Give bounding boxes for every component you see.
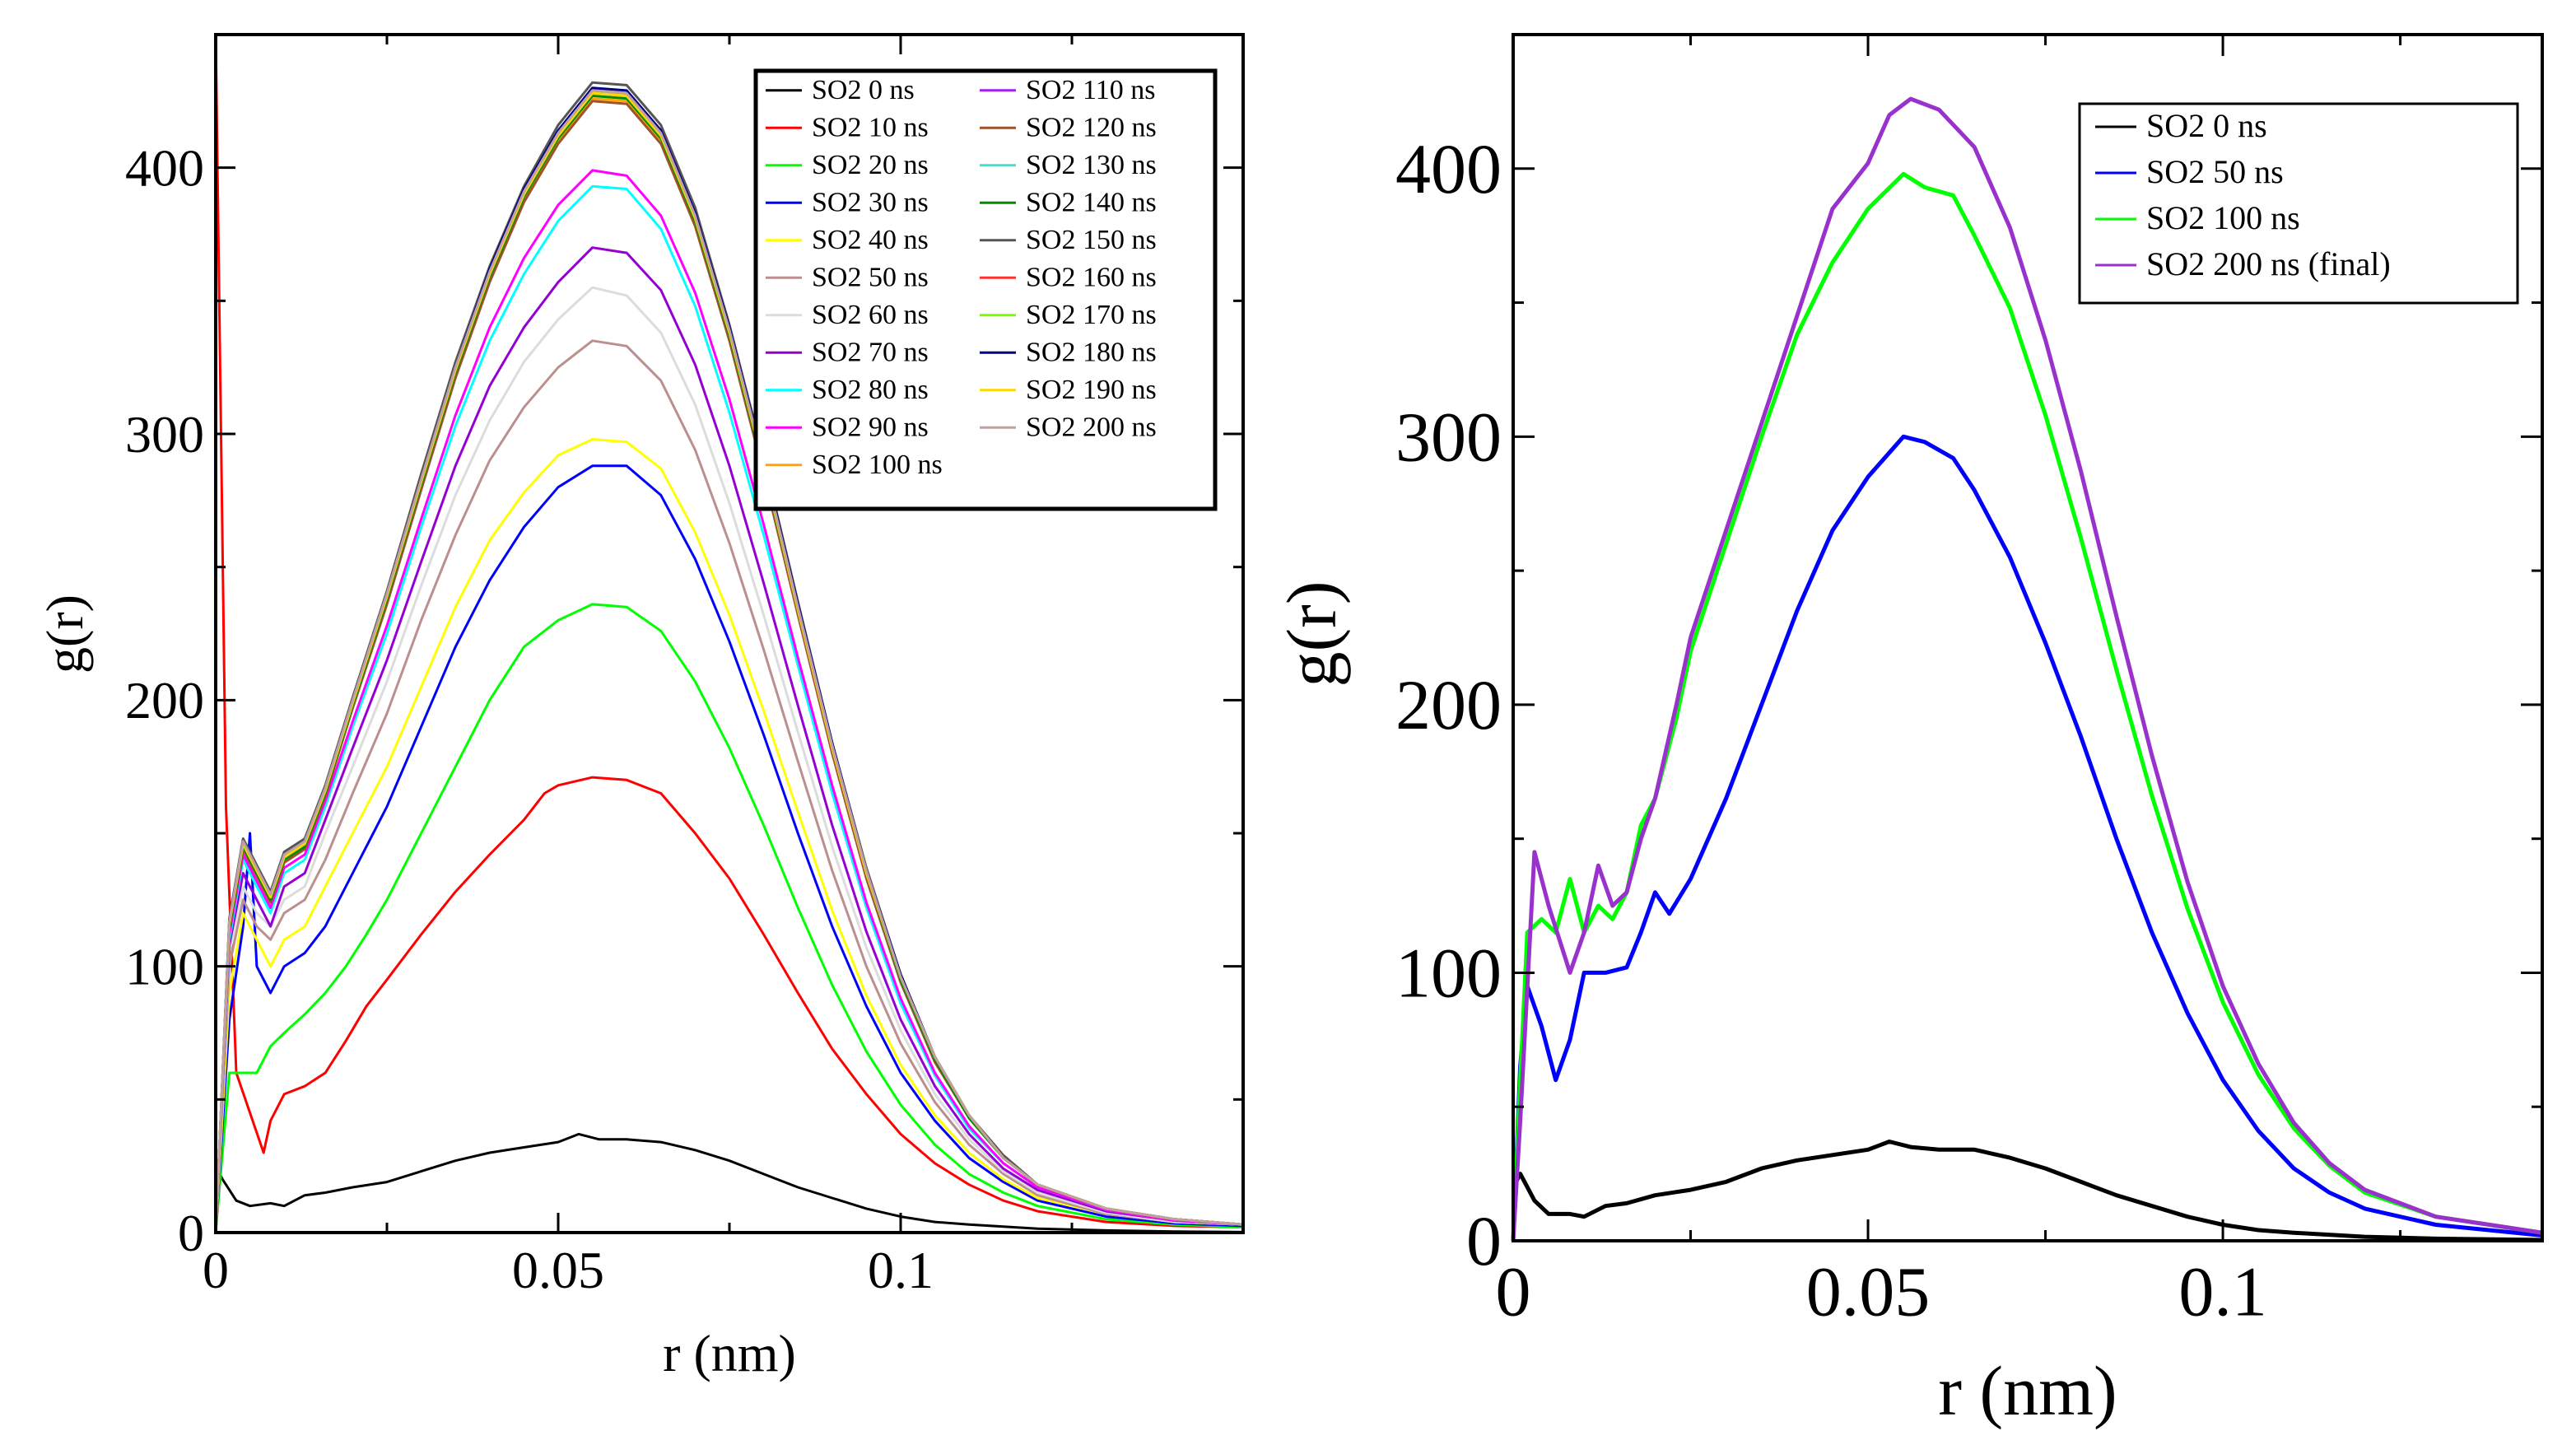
left-tick-labels: 0 100 200 300 400 0 0.05 0.1 — [125, 138, 934, 1299]
left-series-line-7 — [214, 246, 1244, 1233]
left-chart: 0 100 200 300 400 0 0.05 0.1 r (nm) g(r) SO2 0 … — [35, 33, 1245, 1382]
left-x-tick-label-1: 0.05 — [512, 1241, 604, 1299]
left-series-line-20 — [214, 89, 1244, 1233]
left-series-line-0 — [214, 1132, 1244, 1233]
left-series-line-5 — [214, 339, 1244, 1233]
right-legend: SO2 0 ns SO2 50 ns SO2 100 ns SO2 200 ns (f… — [2078, 102, 2519, 305]
left-series-line-1 — [214, 34, 1244, 1228]
right-y-tick-label-3: 300 — [1395, 398, 1502, 477]
left-legend-label-17: SO2 170 ns — [1026, 300, 1157, 330]
left-legend-label-11: SO2 110 ns — [1026, 75, 1155, 105]
left-ticks — [214, 35, 1243, 1234]
left-legend-label-4: SO2 40 ns — [812, 225, 929, 255]
left-y-tick-label-3: 300 — [125, 405, 204, 464]
left-legend-label-9: SO2 90 ns — [812, 413, 929, 443]
left-series-line-9 — [214, 169, 1244, 1233]
left-series-line-8 — [214, 184, 1244, 1233]
right-legend-label-0: SO2 0 ns — [2146, 107, 2267, 144]
left-legend-label-8: SO2 80 ns — [812, 375, 929, 405]
left-legend-label-7: SO2 70 ns — [812, 338, 929, 368]
right-x-tick-label-2: 0.1 — [2178, 1252, 2267, 1331]
right-y-tick-label-2: 200 — [1395, 665, 1502, 744]
right-tick-labels: 0 100 200 300 400 0 0.05 0.1 — [1395, 129, 2267, 1331]
right-series-line-2 — [1511, 171, 2543, 1242]
left-series-line-4 — [214, 438, 1244, 1233]
left-legend-label-12: SO2 120 ns — [1026, 113, 1157, 143]
left-series-line-6 — [214, 286, 1244, 1233]
left-legend-label-19: SO2 190 ns — [1026, 375, 1157, 405]
right-y-axis-label: g(r) — [1272, 581, 1351, 688]
right-y-tick-label-1: 100 — [1395, 934, 1502, 1013]
left-y-tick-label-2: 200 — [125, 671, 204, 729]
right-legend-label-2: SO2 100 ns — [2146, 199, 2300, 236]
left-legend-label-1: SO2 10 ns — [812, 113, 929, 143]
right-series-line-3 — [1511, 96, 2543, 1242]
left-legend-label-6: SO2 60 ns — [812, 300, 929, 330]
right-ticks — [1512, 35, 2542, 1242]
left-legend-box — [753, 68, 1218, 511]
left-y-axis-label: g(r) — [35, 594, 94, 674]
left-legend-label-5: SO2 50 ns — [812, 263, 929, 293]
left-legend-label-3: SO2 30 ns — [812, 188, 929, 218]
right-series-line-1 — [1511, 434, 2543, 1242]
left-legend-label-18: SO2 180 ns — [1026, 338, 1157, 368]
right-plot-frame — [1512, 33, 2544, 1242]
left-legend-label-16: SO2 160 ns — [1026, 263, 1157, 293]
left-x-tick-label-0: 0 — [203, 1241, 229, 1299]
left-series-group — [214, 34, 1244, 1233]
left-y-tick-label-0: 0 — [178, 1204, 204, 1262]
left-legend-label-2: SO2 20 ns — [812, 150, 929, 180]
left-legend-label-13: SO2 130 ns — [1026, 150, 1157, 180]
left-series-line-2 — [214, 603, 1244, 1233]
left-legend-label-15: SO2 150 ns — [1026, 225, 1157, 255]
left-legend-label-20: SO2 200 ns — [1026, 413, 1157, 443]
left-legend: SO2 0 ns SO2 10 ns SO2 20 ns SO2 30 ns SO2 4… — [753, 68, 1218, 511]
right-chart: 0 100 200 300 400 0 0.05 0.1 r (nm) g(r) SO2 0 … — [1272, 33, 2544, 1430]
left-y-tick-label-1: 100 — [125, 937, 204, 995]
right-series-group — [1511, 96, 2543, 1242]
right-legend-label-1: SO2 50 ns — [2146, 153, 2284, 190]
left-legend-label-14: SO2 140 ns — [1026, 188, 1157, 218]
right-y-tick-label-0: 0 — [1466, 1201, 1502, 1280]
left-legend-label-10: SO2 100 ns — [812, 450, 943, 480]
left-y-tick-label-4: 400 — [125, 138, 204, 197]
left-x-tick-label-2: 0.1 — [868, 1241, 934, 1299]
left-series-line-14 — [214, 94, 1244, 1233]
left-x-axis-label: r (nm) — [663, 1324, 796, 1382]
right-x-tick-label-0: 0 — [1496, 1252, 1531, 1331]
right-x-tick-label-1: 0.05 — [1806, 1252, 1931, 1331]
left-series-line-3 — [214, 464, 1244, 1233]
left-legend-label-0: SO2 0 ns — [812, 75, 915, 105]
right-legend-label-3: SO2 200 ns (final) — [2146, 245, 2391, 282]
right-legend-box — [2078, 102, 2519, 305]
right-x-axis-label: r (nm) — [1938, 1351, 2117, 1430]
right-y-tick-label-4: 400 — [1395, 129, 1502, 208]
right-series-line-0 — [1511, 1140, 2543, 1242]
